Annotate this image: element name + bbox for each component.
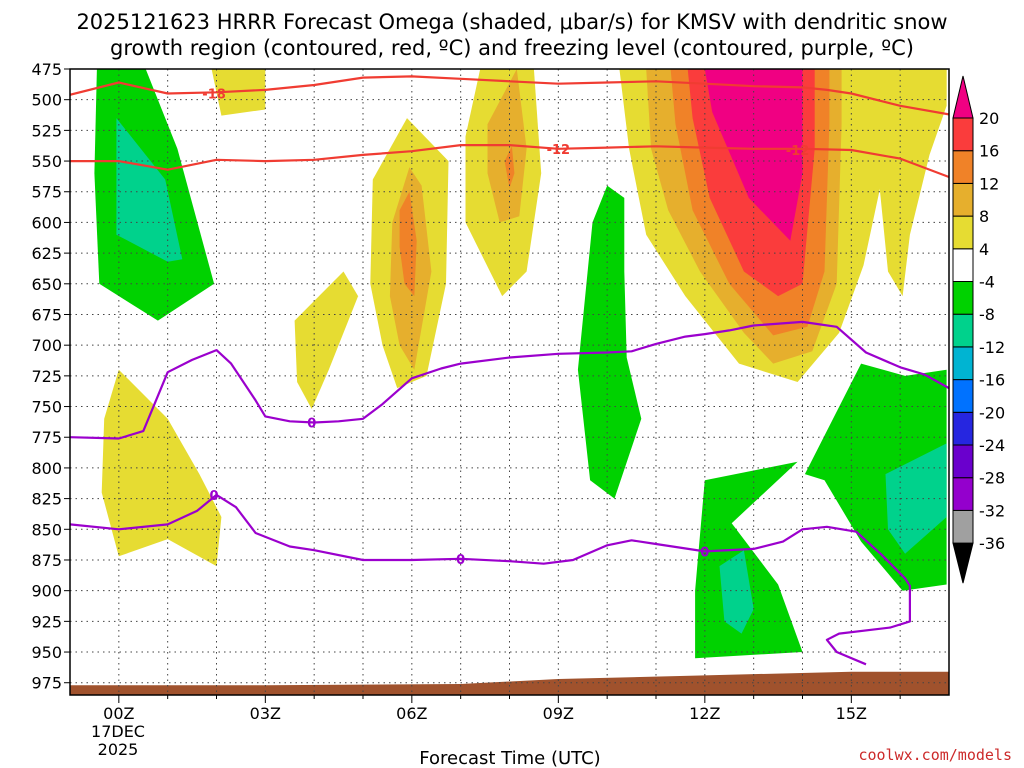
colorbar-box-8 xyxy=(952,248,974,283)
y-tick-label-725: 725 xyxy=(31,367,62,386)
credit-text: coolwx.com/models xyxy=(858,746,1012,764)
colorbar-box-12 xyxy=(952,117,974,152)
dendritic-contour-label-2: -12 xyxy=(786,144,810,159)
dendritic-contour-line-1 xyxy=(70,144,949,179)
y-tick-label-925: 925 xyxy=(31,612,62,631)
y-tick-label-800: 800 xyxy=(31,459,62,478)
y-tick-label-975: 975 xyxy=(31,674,62,693)
colorbar-box-1 xyxy=(952,477,974,511)
colorbar-box-9 xyxy=(952,215,974,250)
colorbar-box-0 xyxy=(952,509,974,544)
y-tick-label-525: 525 xyxy=(31,121,62,140)
colorbar-box-3 xyxy=(952,411,974,446)
colorbar-label-12: -32 xyxy=(979,501,1005,520)
y-tick-label-650: 650 xyxy=(31,275,62,294)
colorbar-label-4: 4 xyxy=(979,240,989,259)
x-tick-label-00Z: 00Z xyxy=(103,704,134,723)
y-tick-label-950: 950 xyxy=(31,643,62,662)
grid-lines xyxy=(70,69,949,695)
colorbar-label-13: -36 xyxy=(979,534,1005,553)
colorbar-arrow-bottom xyxy=(952,542,974,584)
x-tick-label-15Z: 15Z xyxy=(836,704,867,723)
x-tick-label-09Z: 09Z xyxy=(543,704,574,723)
dendritic-contour-label-0: -18 xyxy=(202,88,226,103)
y-tick-label-600: 600 xyxy=(31,213,62,232)
freezing-contour-line-1 xyxy=(70,493,912,666)
chart-title-line-2: growth region (contoured, red, ºC) and f… xyxy=(110,36,914,60)
y-tick-label-750: 750 xyxy=(31,398,62,417)
colorbar-label-7: -12 xyxy=(979,338,1005,357)
freezing-contour-label-1: 0 xyxy=(210,489,219,504)
chart-title-line-1: 2025121623 HRRR Forecast Omega (shaded, … xyxy=(76,10,947,34)
y-tick-label-850: 850 xyxy=(31,520,62,539)
freezing-contour-label-2: 0 xyxy=(456,553,465,568)
freezing-contour-label-0: 0 xyxy=(307,417,316,432)
omega-region-2 xyxy=(101,369,222,567)
y-tick-label-625: 625 xyxy=(31,244,62,263)
terrain xyxy=(70,671,949,695)
y-axis-pressure: 475 500 525 550 575 600 625 650 675 700 725 750 775 8… xyxy=(31,60,70,693)
colorbar: 20 16 12 8 4 -4 -8 -12 -16 -20 -24 -28 -32 -36 xyxy=(952,75,1005,584)
omega-region-18 xyxy=(695,461,803,659)
x-tick-label-03Z: 03Z xyxy=(250,704,281,723)
dendritic-contour-line-0 xyxy=(70,75,949,116)
colorbar-box-6 xyxy=(952,313,974,348)
omega-shading xyxy=(94,69,947,659)
y-tick-label-900: 900 xyxy=(31,582,62,601)
contour-lines xyxy=(70,75,949,666)
colorbar-box-11 xyxy=(952,150,974,184)
colorbar-box-2 xyxy=(952,444,974,479)
omega-region-15 xyxy=(704,69,803,241)
y-tick-label-575: 575 xyxy=(31,183,62,202)
terrain-fill xyxy=(70,671,949,695)
omega-region-16 xyxy=(866,69,947,297)
x-tick-label-06Z: 06Z xyxy=(396,704,427,723)
omega-region-21 xyxy=(885,443,947,554)
freezing-contour-label-3: 0 xyxy=(700,545,709,560)
omega-region-1 xyxy=(116,118,183,262)
y-tick-label-875: 875 xyxy=(31,551,62,570)
dendritic-contour-label-1: -12 xyxy=(547,143,571,158)
contour-labels: -18 -12 -12 0 0 0 0 xyxy=(202,88,810,568)
colorbar-box-7 xyxy=(952,281,974,315)
colorbar-label-5: -4 xyxy=(979,273,995,292)
colorbar-box-10 xyxy=(952,182,974,217)
y-tick-label-675: 675 xyxy=(31,305,62,324)
colorbar-label-3: 8 xyxy=(979,207,989,226)
y-tick-label-500: 500 xyxy=(31,91,62,110)
x-axis-time: 00Z 03Z 06Z 09Z 12Z 15Z xyxy=(103,695,901,723)
omega-region-19 xyxy=(719,550,754,634)
date-label-day: 17DEC xyxy=(91,722,145,741)
x-tick-label-12Z: 12Z xyxy=(689,704,720,723)
colorbar-label-8: -16 xyxy=(979,371,1005,390)
omega-region-11 xyxy=(399,191,417,297)
colorbar-label-6: -8 xyxy=(979,305,995,324)
date-label-year: 2025 xyxy=(98,740,139,759)
y-tick-label-550: 550 xyxy=(31,152,62,171)
omega-region-17 xyxy=(577,185,642,499)
y-tick-label-475: 475 xyxy=(31,60,62,79)
freezing-contour-line-0 xyxy=(70,320,949,440)
colorbar-label-11: -28 xyxy=(979,469,1005,488)
y-tick-label-775: 775 xyxy=(31,428,62,447)
omega-region-4 xyxy=(294,271,359,409)
colorbar-label-10: -24 xyxy=(979,436,1005,455)
colorbar-box-4 xyxy=(952,379,974,413)
colorbar-label-2: 12 xyxy=(979,174,999,193)
x-axis-title: Forecast Time (UTC) xyxy=(419,748,600,768)
omega-region-12 xyxy=(504,146,515,189)
colorbar-label-0: 20 xyxy=(979,109,999,128)
y-tick-label-825: 825 xyxy=(31,490,62,509)
colorbar-label-1: 16 xyxy=(979,142,999,161)
colorbar-box-5 xyxy=(952,346,974,381)
y-tick-label-700: 700 xyxy=(31,336,62,355)
colorbar-arrow-top xyxy=(952,75,974,119)
colorbar-label-9: -20 xyxy=(979,403,1005,422)
